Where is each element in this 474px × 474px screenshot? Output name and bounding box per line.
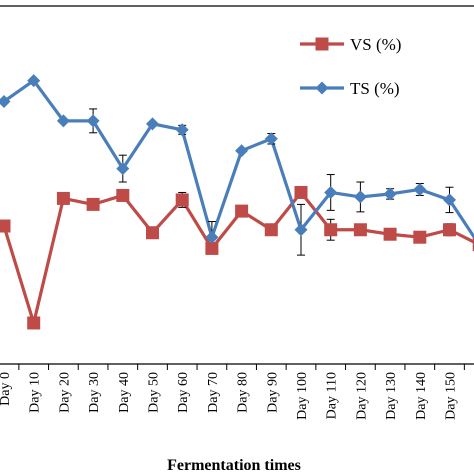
vs-point — [413, 230, 427, 244]
x-tick-label: Day 130 — [384, 372, 399, 420]
x-tick-label: Day 40 — [117, 372, 132, 413]
x-tick-label: Day 20 — [57, 372, 72, 413]
x-tick-label: Day 140 — [414, 372, 429, 420]
vs-point — [56, 191, 70, 205]
ts-point — [264, 132, 278, 146]
ts-point — [294, 223, 308, 237]
x-tick-label: Day 60 — [176, 372, 191, 413]
legend-label-vs: VS (%) — [350, 35, 401, 54]
x-tick-label: Day 120 — [354, 372, 369, 420]
ts-point — [413, 182, 427, 196]
x-tick-label: Day 10 — [28, 372, 43, 413]
ts-point — [324, 185, 338, 199]
x-axis-title: Fermentation times — [167, 457, 301, 474]
vs-point — [443, 223, 456, 237]
vs-point — [146, 226, 159, 240]
ts-point — [235, 144, 249, 158]
x-tick-label: Day 30 — [87, 372, 102, 413]
x-tick-label: Day 110 — [325, 372, 340, 419]
x-tick-label: Day 150 — [444, 372, 459, 420]
ts-point — [56, 114, 70, 128]
vs-point — [0, 219, 11, 233]
vs-point — [383, 227, 397, 241]
ts-point — [0, 94, 11, 108]
x-tick-label: Day 0 — [0, 372, 13, 406]
vs-point — [116, 188, 130, 202]
vs-point — [353, 223, 367, 237]
legend: VS (%) TS (%) — [300, 35, 401, 98]
legend-label-ts: TS (%) — [350, 79, 400, 98]
ts-point — [205, 230, 219, 244]
ts-point — [116, 162, 130, 176]
ts-point — [175, 123, 189, 137]
vs-point — [294, 185, 308, 199]
vs-point — [205, 241, 219, 255]
ts-point — [86, 114, 100, 128]
ts-point — [27, 74, 41, 88]
x-tick-label: Day 70 — [206, 372, 221, 413]
vs-point — [27, 316, 41, 330]
x-tick-label: Day 90 — [265, 372, 280, 413]
ts-point — [383, 187, 397, 201]
ts-point — [146, 117, 159, 131]
ts-point — [443, 193, 456, 207]
x-tick-label: Day 100 — [295, 372, 310, 420]
ts-point — [353, 190, 367, 204]
x-tick-label: Day 80 — [236, 372, 251, 413]
vs-point — [86, 197, 100, 211]
series-line-ts — [3, 78, 474, 240]
vs-point — [235, 204, 249, 218]
legend-marker-vs — [315, 37, 329, 51]
legend-marker-ts — [315, 81, 329, 95]
vs-point — [175, 193, 189, 207]
vs-point — [264, 223, 278, 237]
x-tick-label: Day 50 — [147, 372, 162, 413]
vs-point — [324, 223, 338, 237]
